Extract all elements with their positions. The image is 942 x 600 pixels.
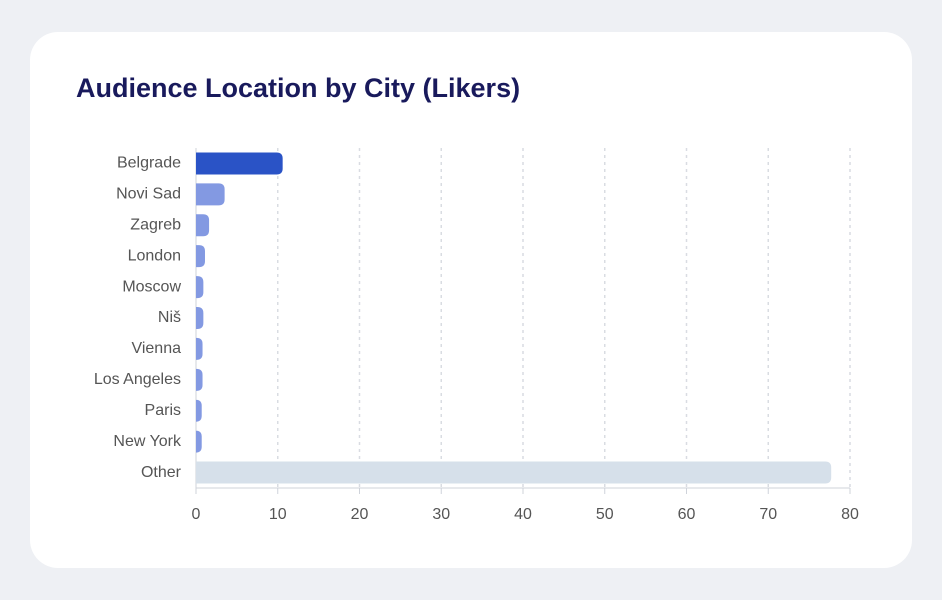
y-tick-label: Other <box>141 464 182 481</box>
y-tick-label: Los Angeles <box>94 371 181 388</box>
bar <box>196 337 203 360</box>
y-tick-label: Paris <box>145 402 181 419</box>
bar <box>195 399 202 422</box>
bar <box>196 183 225 206</box>
x-tick-label: 20 <box>351 506 369 523</box>
y-tick-label: Moscow <box>122 278 181 295</box>
y-tick-label: Niš <box>158 309 181 326</box>
x-tick-label: 0 <box>192 506 201 523</box>
x-tick-label: 70 <box>759 506 777 523</box>
bar <box>196 368 203 391</box>
bar <box>196 307 204 329</box>
bar <box>196 461 832 484</box>
x-tick-label: 10 <box>269 506 287 523</box>
x-tick-label: 60 <box>678 506 696 523</box>
x-tick-label: 80 <box>841 506 859 523</box>
x-tick-label: 30 <box>432 506 450 523</box>
x-tick-label: 50 <box>596 506 614 523</box>
bar <box>196 214 210 237</box>
y-tick-label: Vienna <box>131 340 181 357</box>
chart-title: Audience Location by City (Likers) <box>76 73 520 103</box>
x-tick-label: 40 <box>514 506 532 523</box>
bar <box>196 245 205 268</box>
bar <box>195 430 202 453</box>
bar <box>196 276 204 299</box>
y-tick-label: New York <box>113 433 182 450</box>
y-tick-label: Novi Sad <box>116 186 181 203</box>
bar <box>196 152 283 175</box>
y-tick-label: Zagreb <box>130 216 181 233</box>
y-tick-label: Belgrade <box>117 155 181 172</box>
y-tick-label: London <box>128 247 181 264</box>
